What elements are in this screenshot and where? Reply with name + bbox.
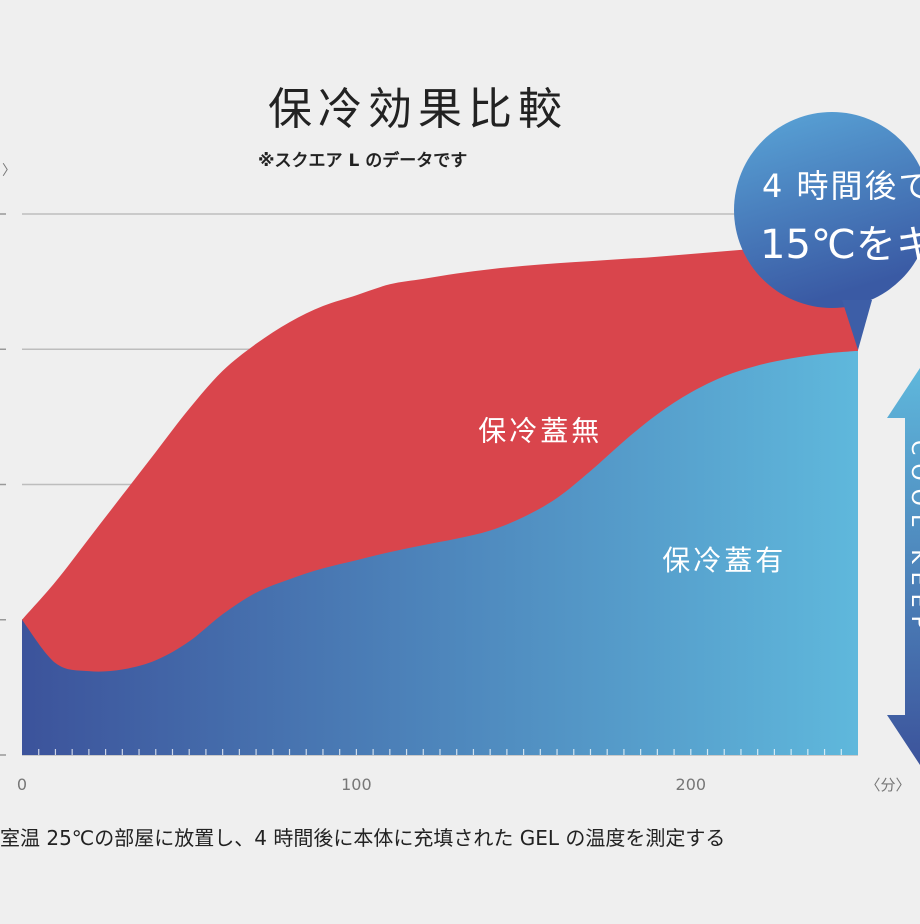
x-axis-minor-ticks bbox=[38, 749, 842, 755]
cool-keep-arrow: COOL KEEP bbox=[887, 368, 920, 765]
x-axis-unit: 〈分〉 bbox=[865, 776, 910, 794]
chart-title: 保冷効果比較 bbox=[268, 84, 568, 135]
x-tick-label: 200 bbox=[676, 775, 707, 794]
series-area-with-lid bbox=[22, 350, 858, 755]
chart-footnote: 室温 25℃の部屋に放置し、4 時間後に本体に充填された GEL の温度を測定す… bbox=[0, 826, 725, 850]
series-label-no-lid: 保冷蓋無 bbox=[478, 414, 602, 447]
x-tick-label: 0 bbox=[17, 775, 27, 794]
chart-subtitle: ※スクエア L のデータです bbox=[258, 150, 467, 171]
callout-line-2: 15℃をキープ bbox=[760, 222, 920, 268]
y-axis-unit: 〉 bbox=[2, 163, 16, 179]
x-tick-label: 100 bbox=[341, 775, 372, 794]
cool-keep-label: COOL KEEP bbox=[906, 440, 920, 637]
x-axis-tick-labels: 0 100 200 bbox=[17, 775, 706, 794]
callout-line-1: 4 時間後で bbox=[762, 167, 920, 205]
series-label-with-lid: 保冷蓋有 bbox=[662, 544, 786, 577]
callout-bubble: 4 時間後で 15℃をキープ bbox=[734, 112, 920, 350]
